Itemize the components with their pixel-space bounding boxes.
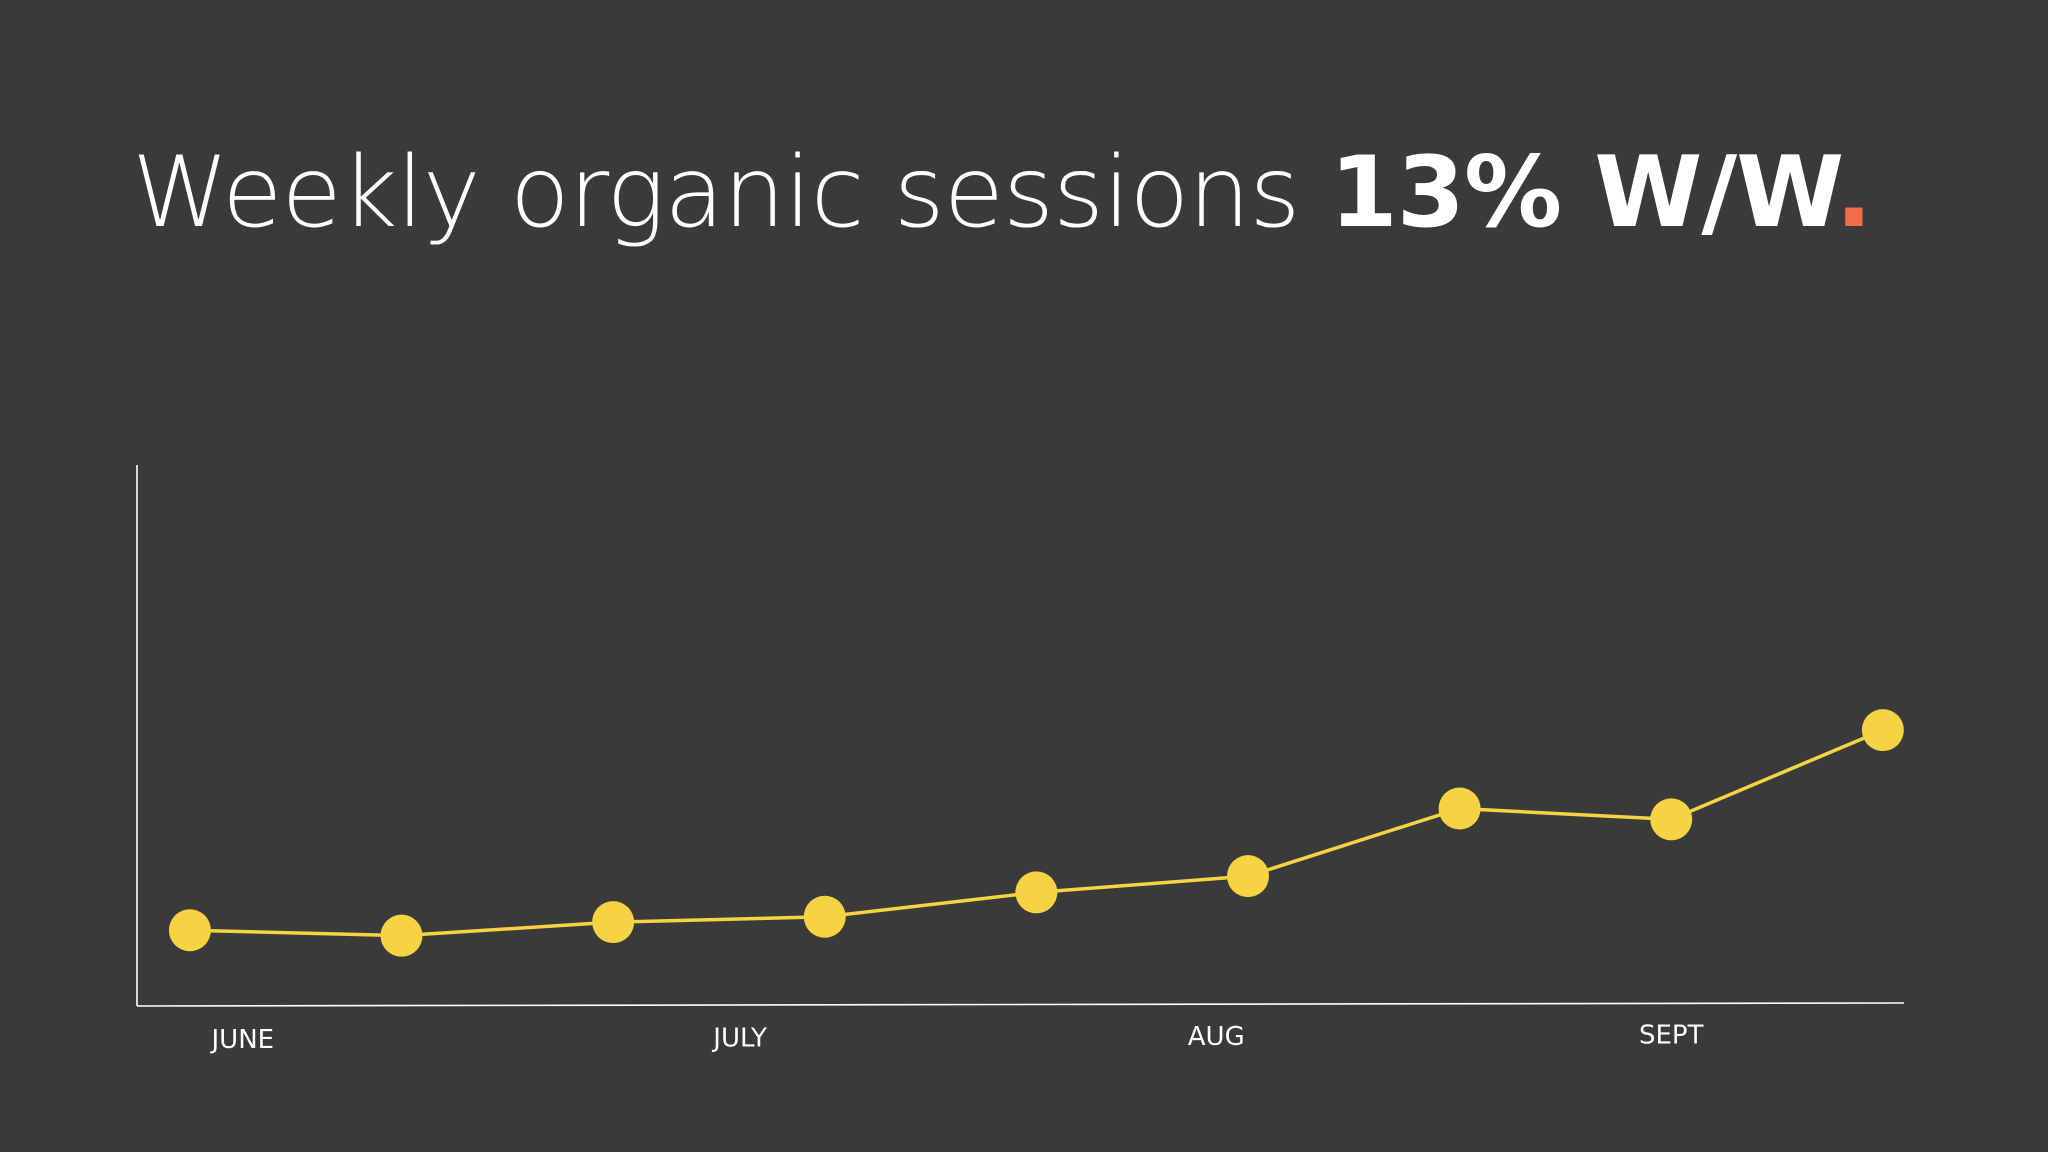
x-axis-line [136,1002,1905,1007]
data-point-1 [168,909,211,952]
x-tick-label-aug: AUG [1188,1022,1245,1052]
title-terminal-dot: . [1835,136,1872,250]
data-point-2 [380,914,423,957]
data-point-7 [1438,787,1481,830]
page-title: Weekly organic sessions 13% W/W. [132,139,1873,248]
x-tick-label-sept: SEPT [1639,1021,1704,1051]
data-point-5 [1015,871,1058,914]
data-point-9 [1861,709,1904,752]
data-point-4 [803,895,846,938]
data-point-6 [1226,855,1269,898]
x-tick-label-june: JUNE [210,1025,275,1055]
data-point-8 [1650,798,1693,841]
series-layer [168,709,1904,957]
data-point-3 [592,901,635,944]
title-highlight: 13% W/W [1329,136,1837,250]
x-tick-label-july: JULY [711,1024,767,1054]
x-tick-labels: JUNE JULY AUG SEPT [210,1021,1704,1056]
title-text: Weekly organic sessions [132,136,1300,250]
chart-axes [136,465,1905,1007]
